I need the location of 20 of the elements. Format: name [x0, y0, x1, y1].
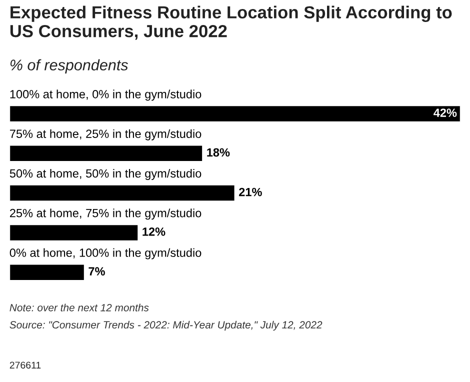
source-note: Source: "Consumer Trends - 2022: Mid-Year Update," July 12, 2022 — [10, 320, 322, 331]
text: 276611 — [10, 362, 41, 369]
text: Note: over the next 12 months — [10, 304, 149, 312]
bar — [9, 184, 236, 202]
data-label: 12% — [142, 228, 166, 236]
bar — [9, 263, 86, 282]
data-label: 7% — [88, 267, 105, 276]
chart-title: Expected Fitness Routine Location Split According to US Consumers, June 2022 — [10, 6, 452, 40]
bar — [9, 144, 204, 162]
y-tick-label: 75% at home, 25% in the gym/studio — [10, 129, 202, 140]
y-tick-label: 25% at home, 75% in the gym/studio — [10, 208, 202, 220]
y-tick-label: 50% at home, 50% in the gym/studio — [10, 168, 202, 180]
data-label: 21% — [239, 188, 262, 196]
bar — [9, 104, 461, 123]
y-tick-label: 100% at home, 0% in the gym/studio — [10, 90, 202, 101]
y-tick-label: 0% at home, 100% in the gym/studio — [10, 248, 202, 260]
data-label: 42% — [434, 108, 457, 117]
bar — [9, 224, 140, 242]
chart-subtitle: % of respondents — [10, 59, 128, 74]
data-label: 18% — [207, 148, 230, 157]
